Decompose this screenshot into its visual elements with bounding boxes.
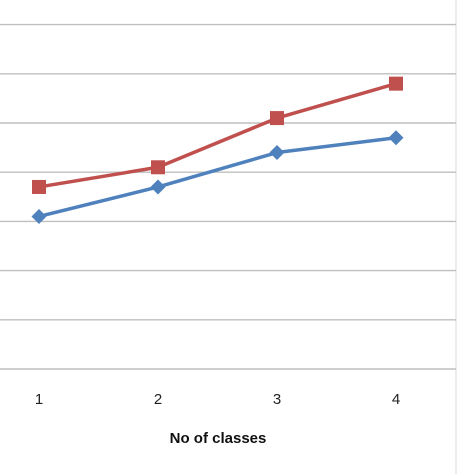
data-point-diamond <box>150 179 166 195</box>
series-line <box>38 136 397 219</box>
series-line <box>38 81 397 189</box>
series-2 <box>32 76 403 194</box>
data-point-square <box>270 111 284 126</box>
series-1 <box>31 130 404 224</box>
x-tick-label: 1 <box>35 391 43 408</box>
data-point-square <box>32 179 46 194</box>
data-point-diamond <box>269 145 285 161</box>
x-tick-label: 2 <box>154 391 162 408</box>
data-point-diamond <box>388 130 404 146</box>
x-axis-label: No of classes <box>170 430 267 447</box>
series-layer <box>31 76 404 224</box>
data-point-square <box>389 76 403 91</box>
data-point-diamond <box>31 208 47 224</box>
x-tick-labels: 1 2 3 4 <box>35 391 400 408</box>
x-tick-label: 4 <box>392 391 400 408</box>
x-tick-label: 3 <box>273 391 281 408</box>
data-point-square <box>151 160 165 175</box>
gridlines <box>0 23 456 370</box>
